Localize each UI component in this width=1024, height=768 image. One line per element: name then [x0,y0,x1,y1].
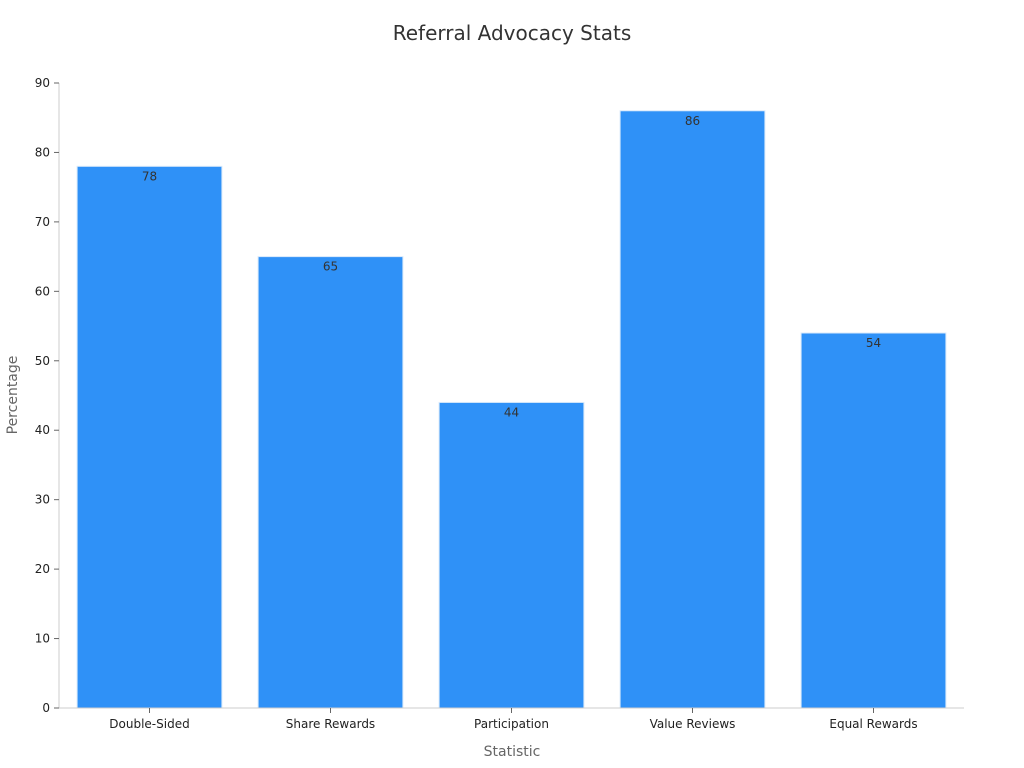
bar-value-reviews [619,110,766,709]
bar-participation [438,401,585,709]
bar-value-label: 86 [685,114,700,128]
bar-double-sided [76,165,223,709]
x-tick-label: Value Reviews [650,717,736,731]
chart-title: Referral Advocacy Stats [393,21,632,45]
bar-value-label: 65 [323,260,338,274]
bars-layer: 78 65 44 86 54 [76,110,947,709]
y-tick-label: 10 [35,632,50,646]
y-tick-label: 50 [35,354,50,368]
y-tick-label: 80 [35,145,50,159]
x-tick-label: Participation [474,717,549,731]
bar-value-label: 44 [504,405,519,419]
x-axis-title: Statistic [484,744,541,760]
x-tick-label: Equal Rewards [829,717,917,731]
y-tick-label: 40 [35,423,50,437]
bar-share-rewards [257,256,404,709]
y-axis-title: Percentage [5,356,21,435]
y-tick-label: 20 [35,562,50,576]
y-tick-label: 0 [42,701,50,715]
bar-value-label: 78 [142,169,157,183]
y-tick-label: 30 [35,493,50,507]
y-tick-label: 60 [35,284,50,298]
y-tick-label: 90 [35,76,50,90]
axes-layer: 0 10 20 30 40 50 60 70 80 90 Double-Sided Share Rew… [35,76,964,731]
bar-value-label: 54 [866,336,881,350]
y-tick-label: 70 [35,215,50,229]
bar-equal-rewards [800,332,947,709]
x-tick-label: Share Rewards [286,717,375,731]
x-tick-label: Double-Sided [109,717,189,731]
